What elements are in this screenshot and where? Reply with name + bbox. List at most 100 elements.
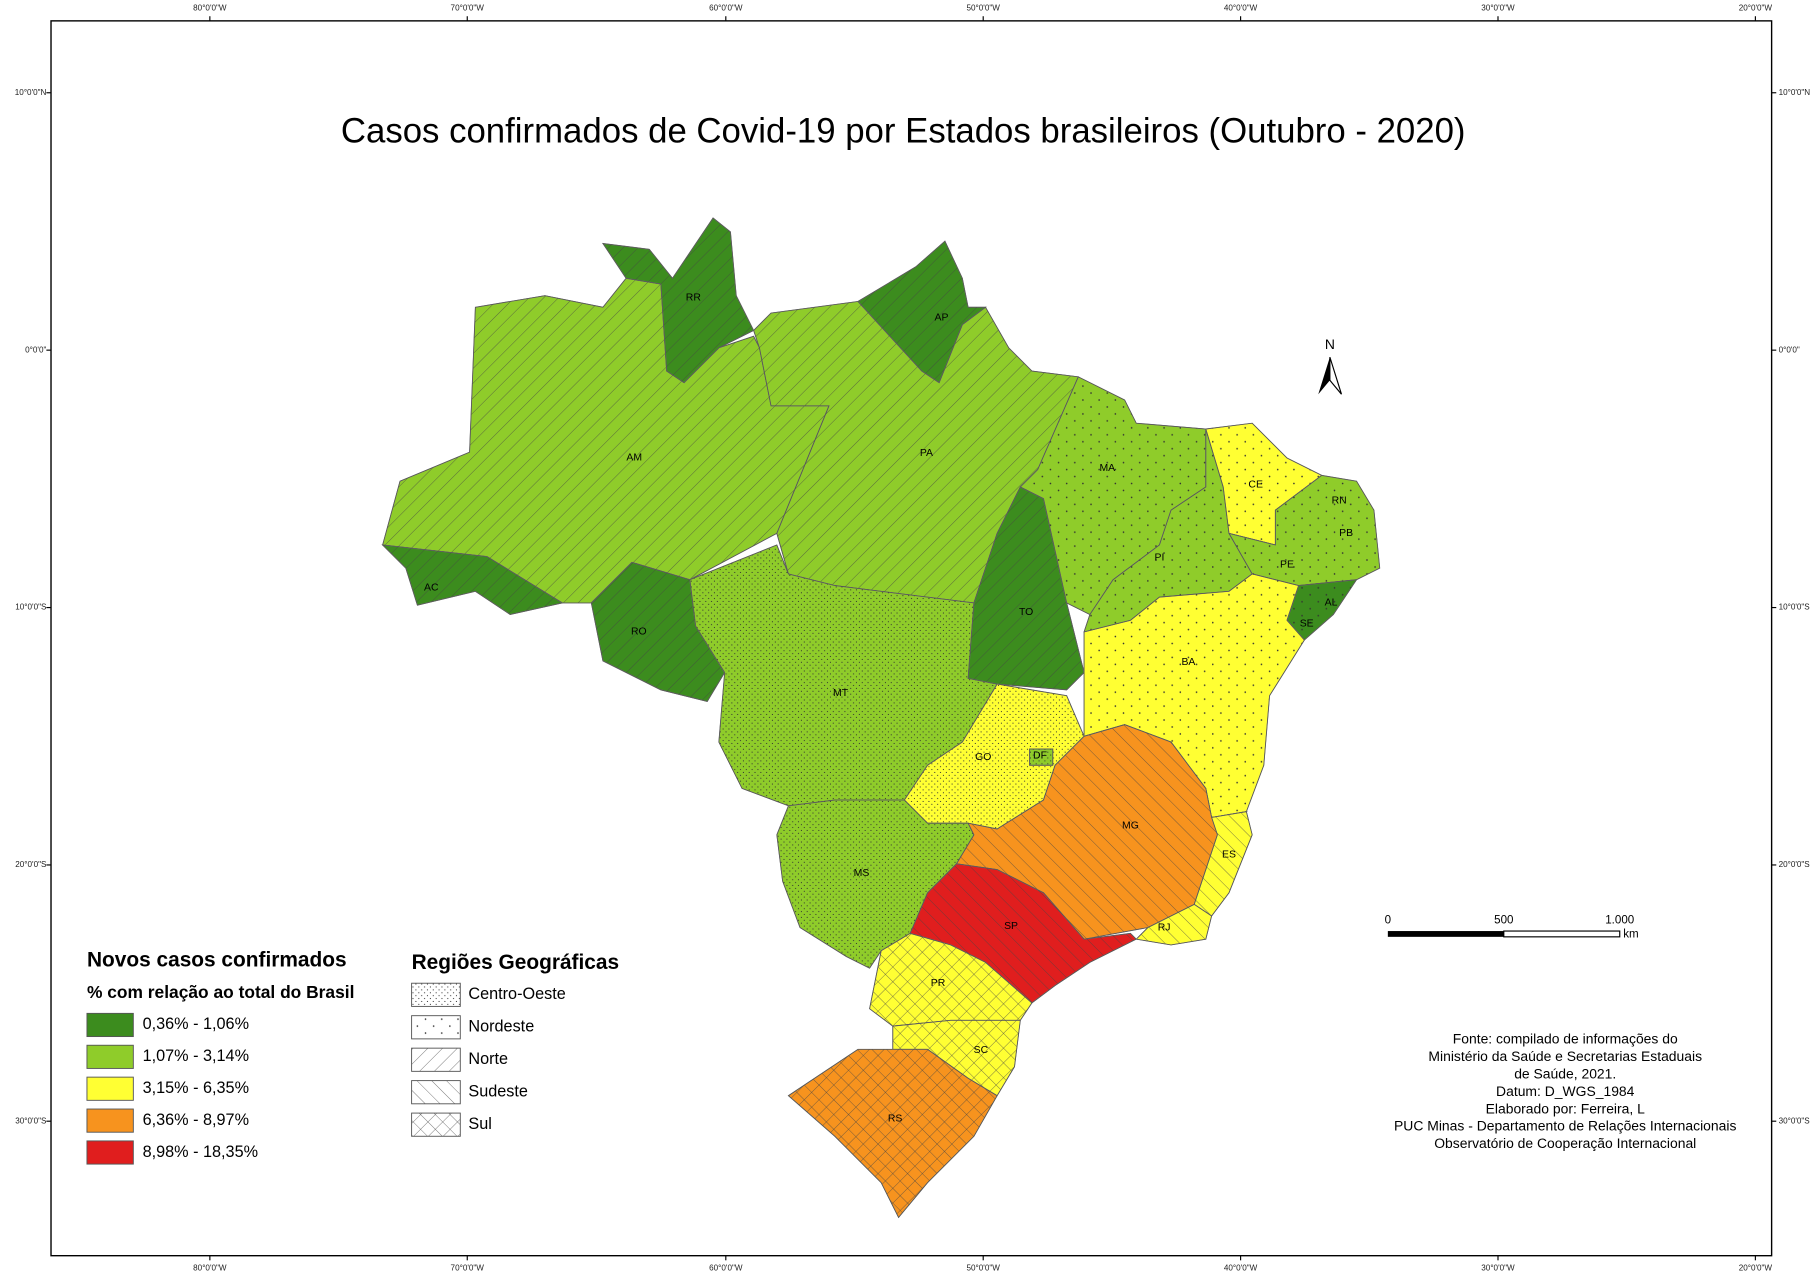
scale-label: 0 bbox=[1385, 915, 1391, 927]
graticule-label: 30°0'0"W bbox=[1481, 1264, 1515, 1273]
graticule-label: 30°0'0"W bbox=[1481, 3, 1515, 12]
state-label: RN bbox=[1332, 496, 1347, 507]
state-label: SC bbox=[974, 1045, 989, 1056]
region-hatch bbox=[1029, 748, 1054, 766]
region-hatch bbox=[787, 1048, 998, 1219]
graticule-label: 70°0'0"W bbox=[451, 1264, 485, 1273]
state-label: RO bbox=[631, 627, 647, 638]
region-hatch bbox=[869, 932, 1033, 1027]
legend-title: Novos casos confirmados bbox=[87, 949, 347, 972]
state-label: PB bbox=[1339, 528, 1353, 539]
graticule-label: 20°0'0"W bbox=[1739, 3, 1773, 12]
legend-label: 1,07% - 3,14% bbox=[143, 1047, 249, 1065]
scale-label: 500 bbox=[1494, 915, 1513, 927]
legend-label: 0,36% - 1,06% bbox=[143, 1015, 249, 1033]
source-line: de Saúde, 2021. bbox=[1514, 1065, 1616, 1081]
graticule-label: 30°0'0"S bbox=[1779, 1116, 1811, 1125]
scale-unit: km bbox=[1623, 929, 1638, 941]
region-hatch bbox=[381, 544, 564, 615]
graticule-label: 60°0'0"W bbox=[709, 1264, 743, 1273]
state-label: PA bbox=[920, 448, 933, 459]
graticule-label: 60°0'0"W bbox=[709, 3, 743, 12]
north-label: N bbox=[1325, 336, 1335, 352]
graticule-label: 30°0'0"S bbox=[15, 1116, 47, 1125]
legend-swatch bbox=[86, 1076, 134, 1101]
graticule-label: 20°0'0"S bbox=[1779, 860, 1811, 869]
state-label: AL bbox=[1325, 598, 1338, 609]
map-title: Casos confirmados de Covid-19 por Estado… bbox=[341, 113, 1466, 151]
graticule-label: 40°0'0"W bbox=[1224, 1264, 1258, 1273]
state-label: RR bbox=[686, 293, 702, 304]
graticule-label: 50°0'0"W bbox=[967, 1264, 1001, 1273]
legend-swatch bbox=[86, 1044, 134, 1069]
state-label: AC bbox=[424, 583, 439, 594]
region-label: Nordeste bbox=[468, 1018, 534, 1036]
source-line: PUC Minas - Departamento de Relações Int… bbox=[1394, 1118, 1736, 1134]
regions-legend: Regiões Geográficas Centro-Oeste Nordeste… bbox=[411, 951, 620, 1137]
region-hatch bbox=[857, 240, 987, 384]
region-swatch bbox=[411, 1015, 461, 1040]
source-line: Ministério da Saúde e Secretarias Estadu… bbox=[1428, 1048, 1702, 1064]
state-label: AP bbox=[935, 312, 949, 323]
north-arrow-left bbox=[1318, 357, 1330, 395]
graticule-label: 10°0'0"N bbox=[1779, 88, 1811, 97]
source-notes: Fonte: compilado de informações doMinist… bbox=[1394, 1031, 1736, 1151]
region-hatch bbox=[967, 486, 1085, 691]
regions-legend-title: Regiões Geográficas bbox=[412, 951, 620, 974]
region-swatch bbox=[411, 1112, 461, 1137]
state-label: SE bbox=[1300, 619, 1314, 630]
state-label: SP bbox=[1004, 921, 1018, 932]
graticule-label: 0°0'0" bbox=[25, 345, 46, 354]
state-label: MT bbox=[833, 688, 849, 699]
graticule-label: 40°0'0"W bbox=[1224, 3, 1258, 12]
legend-label: 6,36% - 8,97% bbox=[143, 1111, 249, 1129]
graticule-label: 80°0'0"W bbox=[193, 3, 227, 12]
source-line: Elaborado por: Ferreira, L bbox=[1486, 1100, 1645, 1116]
graticule-label: 10°0'0"S bbox=[15, 603, 47, 612]
state-label: CE bbox=[1248, 479, 1263, 490]
state-label: RJ bbox=[1158, 922, 1171, 933]
state-label: AM bbox=[626, 453, 642, 464]
scale-bar: 0 500 1.000 km bbox=[1385, 915, 1639, 941]
state-label: RS bbox=[888, 1114, 903, 1125]
legend-label: 8,98% - 18,35% bbox=[143, 1143, 258, 1161]
source-line: Observatório de Cooperação Internacional bbox=[1434, 1135, 1696, 1151]
state-label: GO bbox=[975, 752, 991, 763]
graticule-label: 20°0'0"W bbox=[1739, 1264, 1773, 1273]
states bbox=[381, 217, 1381, 1219]
north-arrow: N bbox=[1318, 336, 1343, 395]
graticule-label: 10°0'0"S bbox=[1779, 603, 1811, 612]
state-label: MS bbox=[854, 868, 870, 879]
state-label: PE bbox=[1280, 559, 1294, 570]
source-line: Fonte: compilado de informações do bbox=[1453, 1031, 1678, 1047]
graticule-label: 20°0'0"S bbox=[15, 860, 47, 869]
legend-swatch bbox=[86, 1108, 134, 1133]
region-swatch bbox=[411, 982, 461, 1007]
state-label: MA bbox=[1099, 463, 1115, 474]
region-label: Sul bbox=[468, 1115, 491, 1133]
legend: Novos casos confirmados % com relação ao… bbox=[86, 949, 354, 1165]
state-label: BA bbox=[1181, 657, 1195, 668]
graticule-label: 0°0'0" bbox=[1779, 345, 1800, 354]
graticule-label: 50°0'0"W bbox=[967, 3, 1001, 12]
state-label: DF bbox=[1033, 751, 1047, 762]
graticule-label: 70°0'0"W bbox=[451, 3, 485, 12]
state-label: PR bbox=[931, 978, 946, 989]
legend-swatch bbox=[86, 1140, 134, 1165]
region-swatch bbox=[411, 1047, 461, 1072]
state-label: ES bbox=[1222, 849, 1236, 860]
state-labels: RR AP AM PA MA CE RN PB PE PI AL SE AC R… bbox=[424, 293, 1353, 1125]
scale-label: 1.000 bbox=[1605, 915, 1634, 927]
state-label: MG bbox=[1122, 820, 1139, 831]
north-arrow-right bbox=[1329, 356, 1343, 395]
source-line: Datum: D_WGS_1984 bbox=[1496, 1083, 1635, 1099]
region-swatch bbox=[411, 1080, 461, 1105]
state-label: PI bbox=[1155, 552, 1165, 563]
region-label: Sudeste bbox=[468, 1082, 528, 1100]
state-label: TO bbox=[1019, 607, 1033, 618]
legend-swatch bbox=[86, 1012, 134, 1038]
graticule-label: 80°0'0"W bbox=[193, 1264, 227, 1273]
scale-segment bbox=[1503, 930, 1621, 938]
graticule-labels: 80°0'0"W 70°0'0"W 60°0'0"W 50°0'0"W 40°0'0"W… bbox=[15, 3, 1810, 1272]
